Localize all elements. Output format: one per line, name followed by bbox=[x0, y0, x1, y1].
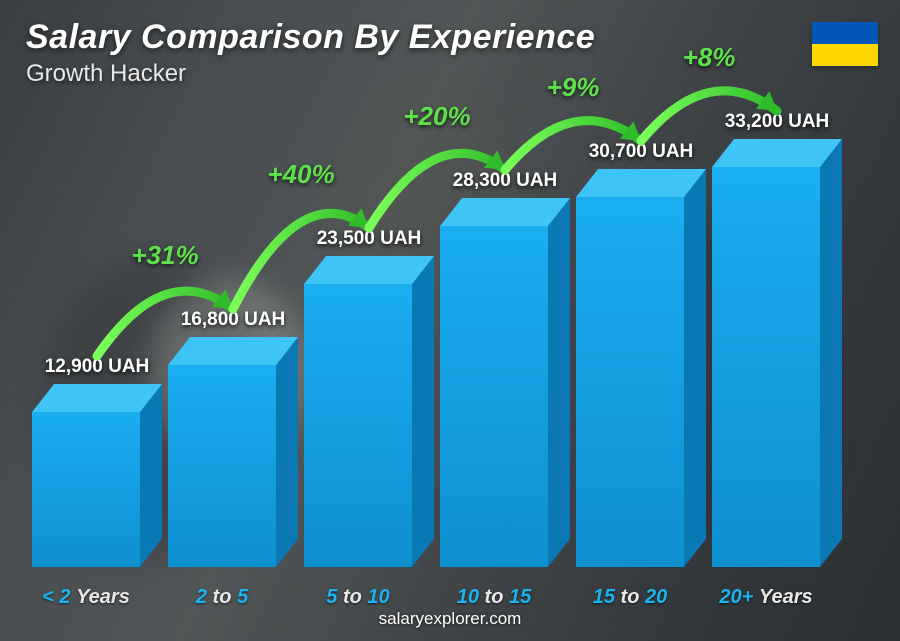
bar-value-label: 12,900 UAH bbox=[17, 356, 177, 378]
bar-front bbox=[168, 365, 276, 567]
chart-canvas: Salary Comparison By Experience Growth H… bbox=[0, 0, 900, 641]
bar-side bbox=[412, 256, 434, 567]
bar-front bbox=[304, 284, 412, 567]
bar-top bbox=[32, 384, 162, 412]
bar-front bbox=[576, 197, 684, 567]
chart-title: Salary Comparison By Experience bbox=[26, 18, 595, 57]
bar-side bbox=[684, 169, 706, 567]
bar bbox=[440, 226, 548, 567]
bar-side bbox=[276, 337, 298, 567]
bar-side bbox=[548, 198, 570, 567]
flag-ukraine-icon bbox=[812, 22, 878, 66]
increment-pct-label: +9% bbox=[513, 72, 633, 103]
x-axis-label: 15 to 20 bbox=[566, 586, 694, 609]
bar-side bbox=[820, 139, 842, 567]
bar-side bbox=[140, 384, 162, 567]
chart-subtitle: Growth Hacker bbox=[26, 60, 186, 88]
bar bbox=[712, 167, 820, 567]
x-axis-label: 10 to 15 bbox=[430, 586, 558, 609]
increment-pct-label: +8% bbox=[649, 42, 769, 73]
bar bbox=[576, 197, 684, 567]
bar-value-label: 28,300 UAH bbox=[425, 170, 585, 192]
bar-front bbox=[32, 412, 140, 567]
bar-top bbox=[576, 169, 706, 197]
bar-top bbox=[168, 337, 298, 365]
increment-pct-label: +31% bbox=[105, 240, 225, 271]
x-axis-label: 2 to 5 bbox=[158, 586, 286, 609]
bar bbox=[304, 284, 412, 567]
bar-front bbox=[440, 226, 548, 567]
bar-value-label: 33,200 UAH bbox=[697, 111, 857, 133]
increment-pct-label: +40% bbox=[241, 159, 361, 190]
bar-value-label: 30,700 UAH bbox=[561, 141, 721, 163]
bar-value-label: 16,800 UAH bbox=[153, 309, 313, 331]
x-axis-label: 5 to 10 bbox=[294, 586, 422, 609]
bar-top bbox=[712, 139, 842, 167]
footer-attribution: salaryexplorer.com bbox=[0, 609, 900, 629]
bar-top bbox=[440, 198, 570, 226]
bar bbox=[168, 365, 276, 567]
x-axis-label: 20+ Years bbox=[702, 586, 830, 609]
increment-pct-label: +20% bbox=[377, 101, 497, 132]
flag-top-stripe bbox=[812, 22, 878, 44]
x-axis-label: < 2 Years bbox=[22, 586, 150, 609]
bar-value-label: 23,500 UAH bbox=[289, 228, 449, 250]
bar-top bbox=[304, 256, 434, 284]
bar bbox=[32, 412, 140, 567]
flag-bottom-stripe bbox=[812, 44, 878, 66]
bar-chart: 12,900 UAH< 2 Years16,800 UAH2 to 523,50… bbox=[32, 97, 848, 567]
bar-front bbox=[712, 167, 820, 567]
